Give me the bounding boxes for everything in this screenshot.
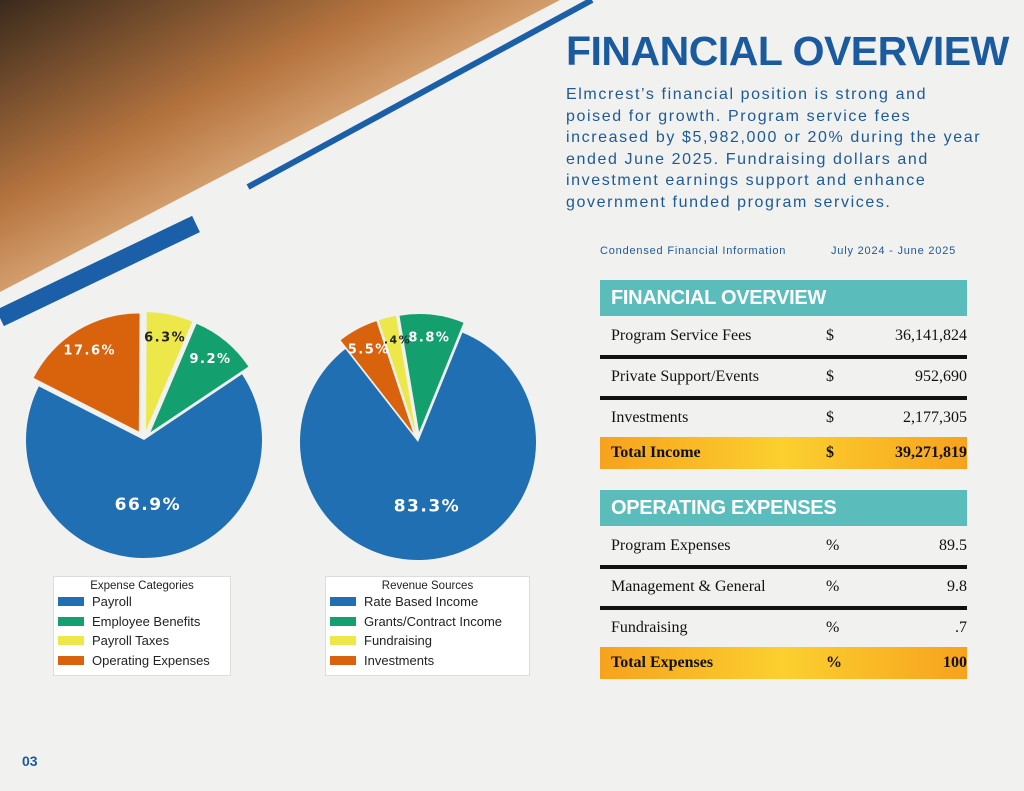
pie-slice (378, 315, 416, 433)
legend-swatch (58, 616, 84, 626)
cell: 9.8 (947, 578, 967, 595)
legend-label: Rate Based Income (364, 594, 479, 609)
legend-swatch (58, 636, 84, 645)
pie-slice (33, 313, 140, 432)
pie-slice (25, 374, 262, 558)
legend-label: Employee Benefits (92, 613, 201, 629)
cell: Total Expenses (611, 654, 714, 671)
cell: $ (826, 368, 834, 385)
legend-label: Investments (364, 652, 435, 668)
legend-label: Payroll (92, 594, 132, 609)
cell: % (826, 619, 840, 636)
legend-item: Fundraising (326, 631, 529, 651)
legend: Expense Categories Payroll Employee Benefi… (53, 576, 231, 676)
cell: Investments (611, 409, 689, 426)
legend-label: Payroll Taxes (92, 633, 170, 648)
legend-swatch (330, 597, 356, 606)
legend-item: Rate Based Income (326, 592, 529, 612)
table-header: FINANCIAL OVERVIEW (600, 280, 967, 316)
pie-slice (399, 314, 464, 433)
legend-item: Operating Expenses (54, 651, 230, 671)
table-header: OPERATING EXPENSES (600, 490, 967, 526)
cell: $ (826, 409, 834, 426)
legend-label: Fundraising (364, 633, 432, 648)
table-row: Program Service Fees $36,141,824 (600, 317, 967, 359)
slice-label: 6.3% (144, 330, 186, 345)
total-row: Total Expenses% 100 (600, 647, 967, 679)
legend-item: Employee Benefits (54, 612, 230, 632)
legend-label: Grants/Contract Income (364, 613, 502, 629)
cell: 36,141,824 (895, 327, 967, 344)
cell: Program Service Fees (611, 327, 752, 344)
caption: Condensed Financial Information (600, 245, 787, 257)
legend-swatch (330, 616, 356, 626)
cell: Private Support/Events (611, 368, 759, 385)
cell: 2,177,305 (903, 409, 967, 426)
cell: 39,271,819 (895, 444, 967, 461)
cell: Program Expenses (611, 537, 731, 554)
table-row: Management & General% 9.8 (600, 568, 967, 610)
slice-label: 8.8% (408, 331, 450, 346)
cell: % (826, 654, 842, 671)
caption: July 2024 - June 2025 (831, 245, 957, 257)
slice-label: 9.2% (190, 352, 232, 367)
page-number: 03 (22, 753, 38, 769)
photo (0, 0, 560, 292)
table-row: Investments $2,177,305 (600, 399, 967, 441)
slice-label: 17.6% (63, 343, 116, 358)
legend: Revenue Sources Rate Based Income Grants/C… (325, 576, 530, 676)
legend-title: Expense Categories (90, 580, 194, 592)
table-row: Private Support/Events $952,690 (600, 358, 967, 400)
cell: % (826, 578, 840, 595)
legend-swatch (58, 597, 84, 606)
cell: 100 (943, 654, 967, 671)
cell: 952,690 (915, 368, 967, 385)
legend-item: Investments (326, 651, 529, 671)
cell: Fundraising (611, 619, 688, 636)
intro: Elmcrest’s financial position is strong … (566, 86, 982, 211)
legend-item: Grants/Contract Income (326, 612, 529, 632)
cell: $ (826, 327, 834, 344)
legend-swatch (330, 655, 356, 665)
pie-slice (150, 323, 249, 433)
pie-slice (146, 312, 193, 431)
legend-title: Revenue Sources (381, 580, 474, 592)
cell: Total Income (611, 444, 701, 461)
cell: .7 (955, 619, 967, 636)
total-row: Total Income $39,271,819 (600, 437, 967, 469)
cell: Management & General (611, 578, 766, 595)
slice-label: 5.5% (348, 342, 390, 357)
legend-item: Payroll Taxes (54, 631, 230, 651)
stripe (0, 215, 200, 327)
pie-slice (300, 332, 536, 560)
legend-label: Operating Expenses (92, 652, 210, 668)
title: FINANCIAL OVERVIEW (566, 28, 1009, 74)
table-row: Program Expenses% 89.5 (600, 527, 967, 569)
slice-label: 83.3% (394, 496, 460, 516)
cell: % (826, 537, 840, 554)
cell: 89.5 (939, 537, 967, 554)
legend-swatch (330, 636, 356, 645)
stripe (246, 0, 594, 190)
cell: $ (826, 444, 834, 461)
legend-swatch (58, 655, 84, 665)
legend-item: Payroll (54, 592, 230, 612)
table-row: Fundraising% .7 (600, 609, 967, 651)
pie-slice (340, 321, 414, 434)
slice-label: 66.9% (115, 495, 181, 515)
